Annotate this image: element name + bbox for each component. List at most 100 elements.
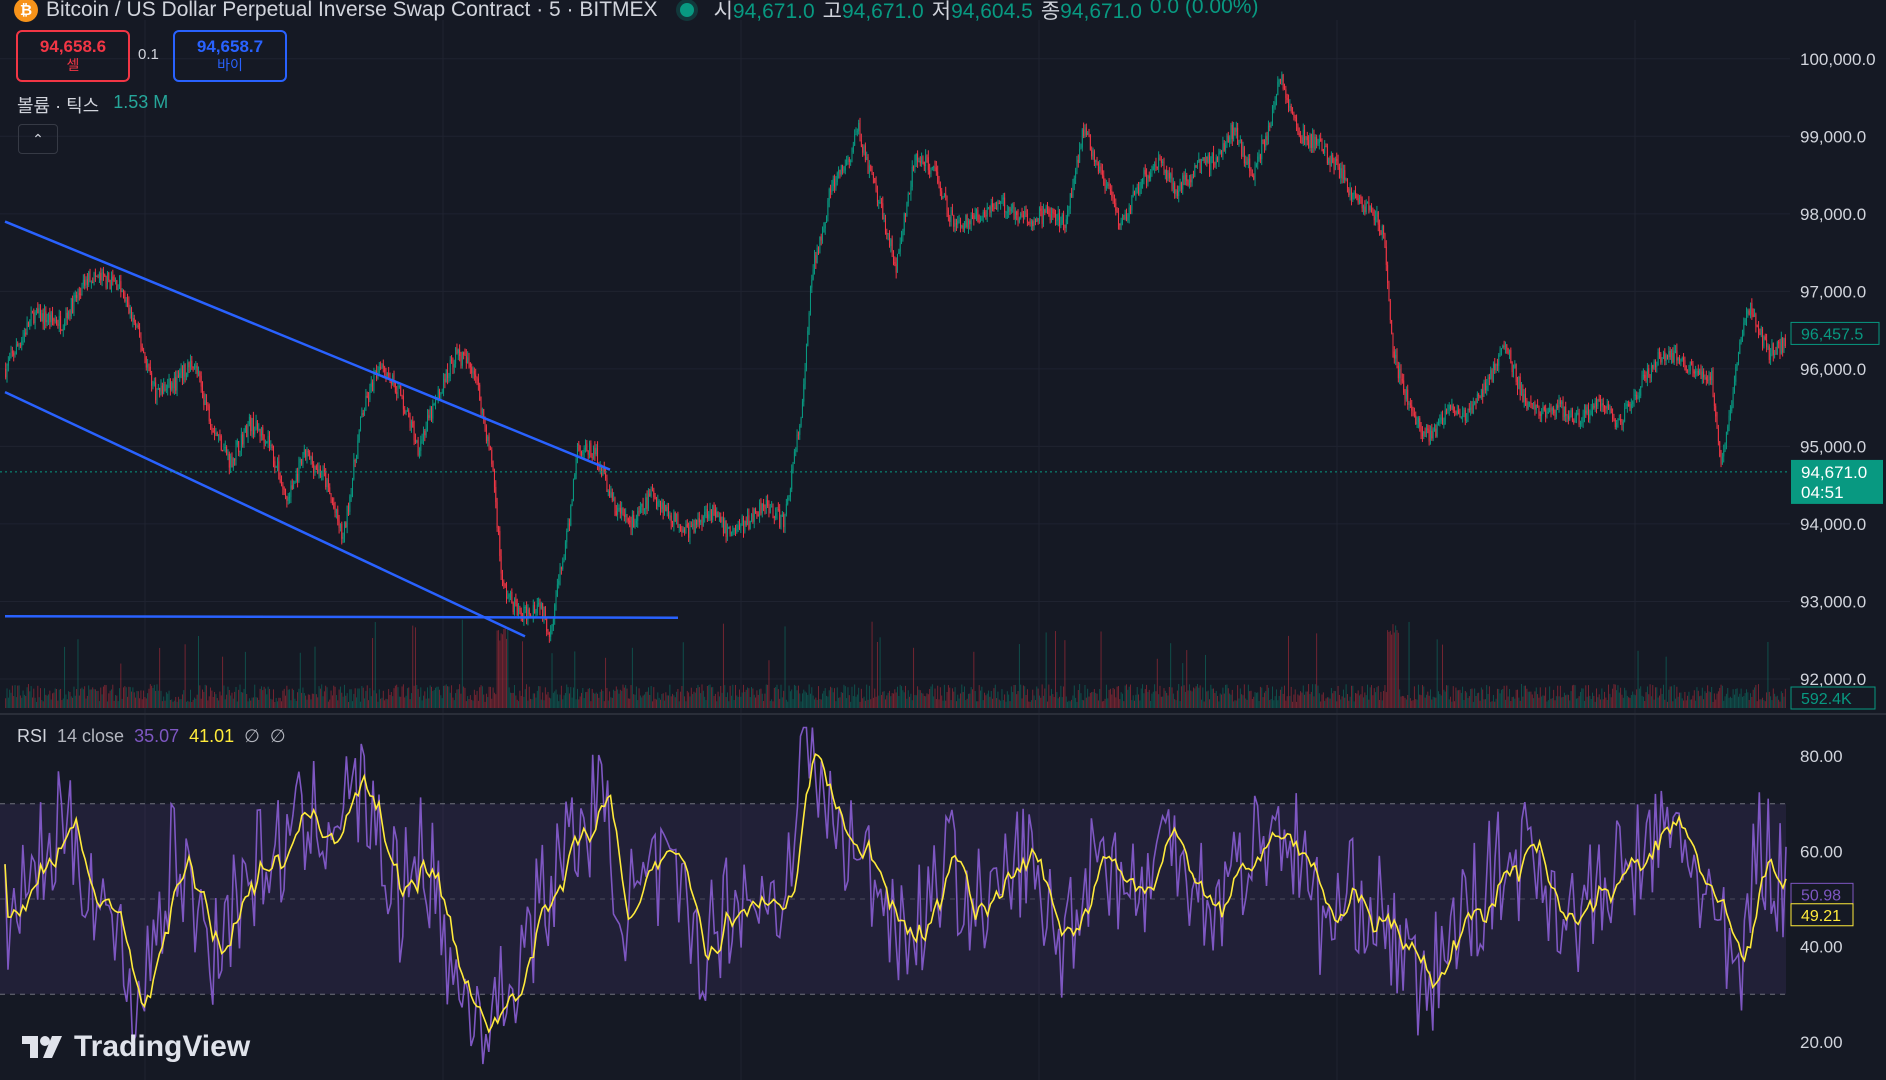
- volume-bar: [554, 691, 556, 708]
- candle-body: [199, 372, 201, 376]
- volume-bar: [464, 687, 466, 708]
- price-tick-label: 93,000.0: [1800, 592, 1866, 611]
- candle-body: [641, 503, 643, 507]
- volume-bar: [1499, 693, 1501, 708]
- volume-bar: [181, 694, 183, 708]
- collapse-legend-button[interactable]: ⌃: [18, 124, 58, 154]
- volume-bar: [210, 687, 212, 708]
- candle-body: [842, 164, 844, 172]
- candle-body: [926, 155, 928, 158]
- candle-body: [1198, 159, 1200, 162]
- sell-button[interactable]: 94,658.6 셀: [16, 30, 130, 82]
- candle-body: [1667, 355, 1668, 358]
- candle-body: [997, 203, 999, 210]
- volume-bar: [180, 699, 182, 708]
- rsi-value: 35.07: [134, 726, 180, 746]
- volume-bar: [1288, 635, 1289, 708]
- candle-body: [38, 308, 40, 314]
- candle-body: [1109, 189, 1111, 192]
- volume-bar: [489, 686, 491, 708]
- volume-bar: [397, 687, 399, 708]
- volume-bar: [70, 696, 72, 708]
- candle-body: [1262, 140, 1264, 142]
- volume-bar: [435, 687, 436, 708]
- candle-body: [181, 367, 183, 381]
- candle-body: [1221, 150, 1223, 155]
- candle-body: [1446, 410, 1448, 412]
- volume-bar: [1117, 686, 1119, 708]
- volume-bar: [1613, 684, 1615, 708]
- candle-body: [1060, 223, 1062, 226]
- volume-bar: [124, 686, 126, 708]
- volume-bar: [882, 691, 884, 708]
- volume-bar: [985, 695, 987, 708]
- candle-body: [1692, 363, 1694, 372]
- candle-body: [1519, 376, 1521, 395]
- volume-bar: [200, 698, 202, 708]
- volume-bar: [1001, 689, 1003, 708]
- volume-bar: [800, 701, 802, 708]
- candle-body: [1187, 180, 1189, 186]
- buy-button[interactable]: 94,658.7 바이: [173, 30, 287, 82]
- candle-body: [578, 444, 580, 446]
- volume-bar: [745, 689, 747, 708]
- candle-body: [650, 490, 652, 496]
- volume-bar: [106, 701, 108, 708]
- volume-bar: [325, 685, 327, 708]
- volume-bar: [354, 688, 356, 708]
- candle-body: [1257, 156, 1259, 165]
- candle-body: [692, 523, 694, 527]
- candle-body: [378, 366, 380, 373]
- volume-bar: [1680, 692, 1682, 708]
- candle-body: [1637, 398, 1639, 400]
- candle-body: [1705, 377, 1707, 380]
- volume-bar: [1531, 694, 1533, 708]
- volume-bar: [1301, 692, 1303, 708]
- candle-body: [1243, 147, 1245, 164]
- rsi-legend[interactable]: RSI 14 close 35.07 41.01 ∅ ∅: [17, 726, 286, 747]
- volume-bar: [227, 686, 229, 708]
- volume-bar: [1650, 696, 1652, 708]
- candle-body: [1464, 409, 1466, 421]
- candle-body: [1597, 399, 1599, 407]
- candle-body: [1392, 333, 1394, 352]
- candle-body: [1218, 152, 1220, 161]
- volume-bar: [441, 698, 443, 708]
- candle-body: [22, 336, 24, 341]
- candle-body: [847, 158, 849, 161]
- volume-bar: [1103, 700, 1105, 708]
- candle-body: [151, 373, 153, 386]
- candle-body: [610, 492, 612, 497]
- volume-bar: [23, 694, 25, 708]
- volume-bar: [1171, 687, 1173, 708]
- volume-legend[interactable]: 볼륨 · 틱스 1.53 M: [17, 92, 168, 118]
- candle-body: [1474, 402, 1476, 405]
- volume-bar: [234, 691, 236, 708]
- volume-bar: [1195, 686, 1197, 708]
- tradingview-logo[interactable]: TradingView: [22, 1030, 250, 1064]
- candle-body: [1618, 418, 1620, 420]
- candle-body: [1337, 161, 1339, 168]
- candle-body: [978, 220, 980, 223]
- candle-body: [1154, 163, 1156, 167]
- candle-body: [781, 514, 783, 517]
- volume-bar: [504, 625, 506, 708]
- volume-bar: [1549, 686, 1551, 708]
- symbol-title[interactable]: Bitcoin / US Dollar Perpetual Inverse Sw…: [46, 0, 658, 21]
- candle-body: [313, 464, 315, 473]
- volume-bar: [1270, 698, 1272, 708]
- candle-body: [1253, 175, 1255, 180]
- candle-body: [601, 464, 603, 476]
- candle-body: [1696, 371, 1698, 373]
- candle-body: [1126, 213, 1127, 221]
- volume-bar: [1253, 696, 1255, 708]
- candle-body: [1423, 431, 1425, 437]
- candle-body: [637, 511, 639, 521]
- candle-body: [1444, 410, 1446, 425]
- volume-bar: [409, 699, 411, 708]
- candle-body: [694, 519, 696, 533]
- volume-bar: [206, 685, 208, 708]
- candle-body: [1625, 405, 1627, 409]
- candle-body: [864, 145, 866, 161]
